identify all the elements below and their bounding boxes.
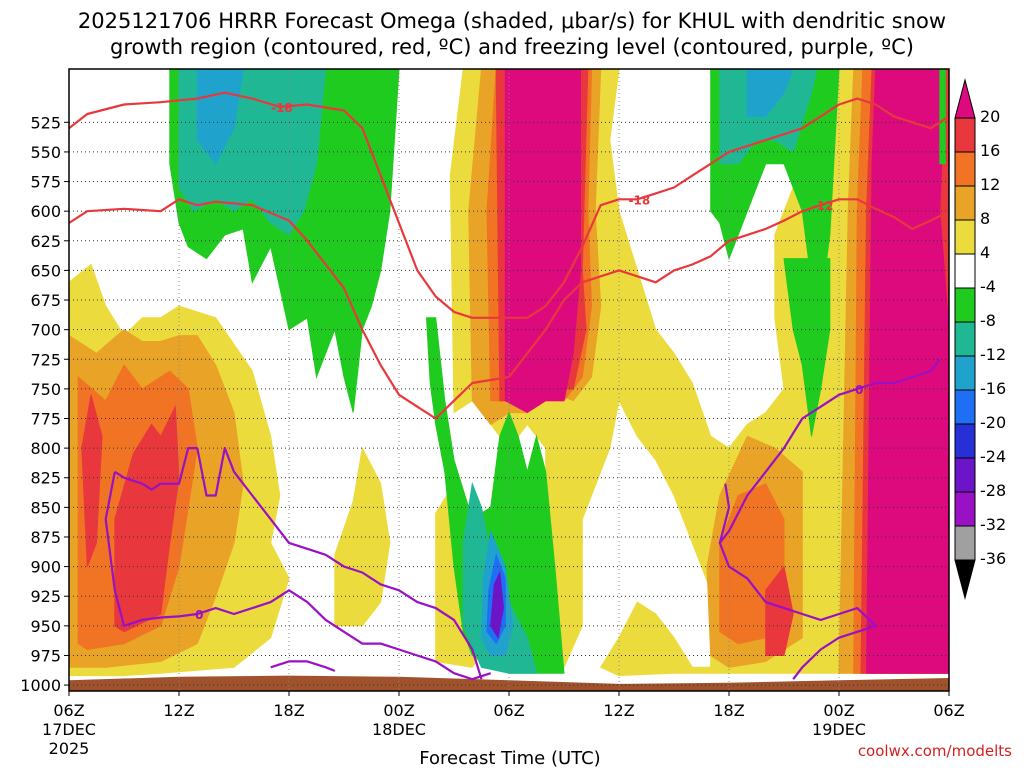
chart-title-line1: 2025121706 HRRR Forecast Omega (shaded, …	[78, 9, 946, 33]
colorbar-swatch-5	[954, 253, 976, 289]
dendritic-contour-line-1	[68, 198, 950, 420]
y-tick-label-600: 600	[30, 202, 61, 221]
colorbar-swatch-10	[954, 423, 976, 459]
colorbar-label-9: -20	[980, 413, 1006, 432]
colorbar-swatch-8	[954, 355, 976, 391]
y-tick-label-1000: 1000	[20, 676, 61, 695]
colorbar-swatch-3	[954, 185, 976, 221]
colorbar-label-1: 16	[980, 141, 1000, 160]
y-tick-label-775: 775	[30, 410, 61, 429]
contour-lines: -18 -18 -12 0 0	[68, 91, 950, 681]
omega-region-31	[939, 68, 946, 165]
freezing-contour-line-4	[718, 358, 941, 680]
contour-label-3: 0	[195, 608, 203, 622]
colorbar-label-11: -28	[980, 481, 1006, 500]
ground-surface	[69, 675, 949, 691]
x-tick-label-18: 00Z	[383, 701, 414, 720]
colorbar-label-0: 20	[980, 107, 1000, 126]
omega-region-26	[490, 570, 505, 640]
x-tick-label-48: 06Z	[933, 701, 964, 720]
colorbar-swatch-4	[954, 219, 976, 255]
ground-layer	[69, 675, 949, 691]
y-tick-label-825: 825	[30, 469, 61, 488]
colorbar-swatch-1	[954, 117, 976, 153]
x-date-label-18: 18DEC	[372, 720, 426, 739]
y-tick-label-575: 575	[30, 173, 61, 192]
y-tick-label-975: 975	[30, 646, 61, 665]
chart-title-line2: growth region (contoured, red, ºC) and f…	[110, 35, 914, 59]
freezing-contour-line-5	[718, 483, 731, 544]
x-tick-label-30: 12Z	[603, 701, 634, 720]
y-tick-label-950: 950	[30, 617, 61, 636]
x-date-label-42: 19DEC	[812, 720, 866, 739]
colorbar-swatch-6	[954, 287, 976, 323]
freezing-contour-line-2	[196, 447, 483, 680]
x-tick-label-42: 00Z	[823, 701, 854, 720]
y-tick-label-700: 700	[30, 321, 61, 340]
x-tick-label-12: 18Z	[273, 701, 304, 720]
x-date-label-0: 17DEC	[42, 720, 96, 739]
x-year-label-0: 2025	[49, 739, 90, 758]
colorbar: 20 16 12 8 4 -4 -8 -12 -16 -20 -24 -28 -32 -36	[954, 78, 1006, 600]
freezing-contour-line-0	[104, 471, 492, 681]
y-tick-label-525: 525	[30, 113, 61, 132]
colorbar-label-2: 12	[980, 175, 1000, 194]
colorbar-swatch-7	[954, 321, 976, 357]
contour-label-2: -12	[812, 199, 834, 213]
colorbar-label-5: -4	[980, 277, 996, 296]
colorbar-label-12: -32	[980, 515, 1006, 534]
y-tick-label-650: 650	[30, 261, 61, 280]
omega-region-18	[865, 68, 950, 674]
y-tick-label-850: 850	[30, 498, 61, 517]
colorbar-swatch-0	[954, 78, 976, 119]
x-tick-label-6: 12Z	[163, 701, 194, 720]
colorbar-label-10: -24	[980, 447, 1006, 466]
colorbar-swatch-12	[954, 491, 976, 527]
x-axis-label: Forecast Time (UTC)	[419, 748, 600, 768]
freezing-contour-line-1	[114, 447, 198, 491]
colorbar-label-6: -8	[980, 311, 996, 330]
colorbar-swatch-14	[954, 559, 976, 600]
y-tick-label-725: 725	[30, 350, 61, 369]
grid-lines	[68, 69, 950, 691]
colorbar-label-7: -12	[980, 345, 1006, 364]
dendritic-contour-line-0	[68, 91, 950, 319]
y-tick-label-675: 675	[30, 291, 61, 310]
colorbar-label-8: -16	[980, 379, 1006, 398]
y-tick-label-800: 800	[30, 439, 61, 458]
colorbar-label-13: -36	[980, 549, 1006, 568]
y-tick-label-875: 875	[30, 528, 61, 547]
contour-label-0: -18	[271, 101, 293, 115]
x-tick-label-36: 18Z	[713, 701, 744, 720]
colorbar-label-3: 8	[980, 209, 990, 228]
contour-label-4: 0	[855, 383, 863, 397]
omega-region-28	[719, 68, 818, 165]
omega-region-3	[81, 394, 103, 567]
colorbar-swatch-2	[954, 151, 976, 187]
x-tick-label-24: 06Z	[493, 701, 524, 720]
y-tick-label-900: 900	[30, 558, 61, 577]
plot-area: -18 -18 -12 0 0	[68, 68, 950, 692]
y-axis: 525 550 575 600 625 650 675 700 725 750 775 800 825 8…	[20, 113, 69, 695]
freezing-contour-line-3	[270, 660, 336, 672]
contour-label-1: -18	[628, 193, 650, 207]
omega-region-22	[425, 317, 565, 674]
y-tick-label-925: 925	[30, 587, 61, 606]
colorbar-swatch-11	[954, 457, 976, 493]
omega-shading	[68, 68, 950, 677]
x-tick-label-0: 06Z	[53, 701, 84, 720]
y-tick-label-625: 625	[30, 232, 61, 251]
y-tick-label-750: 750	[30, 380, 61, 399]
credit-text: coolwx.com/modelts	[858, 742, 1012, 760]
y-tick-label-550: 550	[30, 143, 61, 162]
colorbar-swatch-9	[954, 389, 976, 425]
colorbar-label-4: 4	[980, 243, 990, 262]
colorbar-swatch-13	[954, 525, 976, 561]
